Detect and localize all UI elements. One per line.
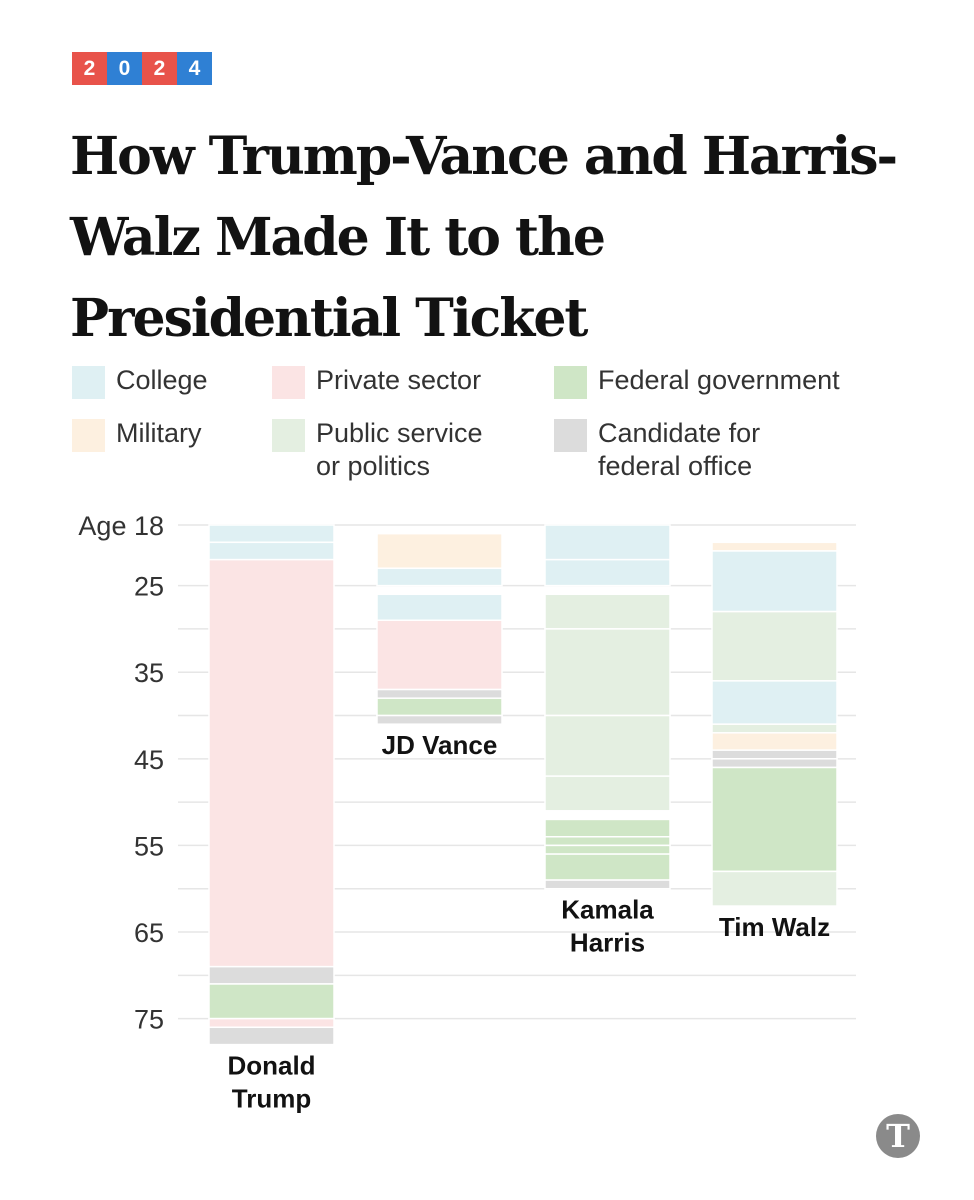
chart-legend: College Private sector Federal government M… — [72, 362, 932, 492]
segment-candidate — [544, 879, 671, 890]
legend-swatch — [554, 419, 587, 452]
segment-private — [208, 1017, 335, 1029]
segment-military — [711, 541, 838, 552]
legend-label: Candidate for federal office — [598, 418, 761, 481]
tick-label: 55 — [134, 831, 164, 861]
segment-candidate — [208, 965, 335, 985]
tick-label: 25 — [134, 572, 164, 602]
legend-label: Military — [116, 418, 202, 448]
segment-federal — [544, 836, 671, 847]
segment-public — [544, 714, 671, 777]
segment-public — [544, 593, 671, 630]
segment-college — [711, 680, 838, 725]
legend-swatch — [72, 419, 105, 452]
series-label: Tim Walz — [719, 912, 830, 942]
segment-candidate — [711, 749, 838, 760]
chart-title: How Trump-Vance and Harris-Walz Made It … — [70, 126, 898, 349]
series-label: Donald Trump — [227, 1051, 315, 1114]
segment-college — [376, 567, 503, 587]
segment-military — [376, 532, 503, 570]
tick-label: 75 — [134, 1005, 164, 1035]
segment-federal — [208, 983, 335, 1020]
segment-college — [208, 524, 335, 544]
segment-federal — [711, 766, 838, 873]
segment-federal — [544, 844, 671, 855]
segment-candidate — [376, 714, 503, 725]
segment-public — [711, 610, 838, 682]
segment-college — [711, 550, 838, 613]
segment-public — [544, 775, 671, 812]
legend-label: Public service or politics — [316, 418, 483, 481]
segment-private — [208, 558, 335, 968]
segment-public — [711, 870, 838, 907]
badge-digit: 4 — [177, 52, 212, 85]
legend-swatch — [272, 419, 305, 452]
segment-college — [208, 541, 335, 561]
tick-label: 35 — [134, 658, 164, 688]
legend-label: Private sector — [316, 365, 482, 395]
series-label: JD Vance — [382, 730, 498, 760]
segment-candidate — [711, 758, 838, 769]
segment-college — [544, 558, 671, 587]
segment-federal — [376, 697, 503, 717]
segment-federal — [544, 818, 671, 838]
segment-public — [711, 723, 838, 734]
segment-federal — [544, 853, 671, 881]
segment-college — [376, 593, 503, 622]
segment-candidate — [208, 1026, 335, 1046]
legend-label: Federal government — [598, 365, 840, 395]
legend-label: College — [116, 365, 208, 395]
badge-digit: 2 — [142, 52, 177, 85]
legend-swatch — [72, 366, 105, 399]
tick-label: 65 — [134, 918, 164, 948]
badge-digit: 2 — [72, 52, 107, 85]
badge-digit: 0 — [107, 52, 142, 85]
year-badge: 2 0 2 4 — [72, 52, 212, 85]
segment-private — [376, 619, 503, 691]
series-label: Kamala Harris — [561, 895, 654, 958]
segment-public — [544, 628, 671, 717]
segment-candidate — [376, 688, 503, 699]
tick-label: Age 18 — [78, 511, 164, 541]
segment-military — [711, 732, 838, 751]
segment-college — [544, 524, 671, 561]
tick-label: 45 — [134, 745, 164, 775]
legend-swatch — [272, 366, 305, 399]
legend-swatch — [554, 366, 587, 399]
nyt-logo: T — [876, 1114, 920, 1158]
